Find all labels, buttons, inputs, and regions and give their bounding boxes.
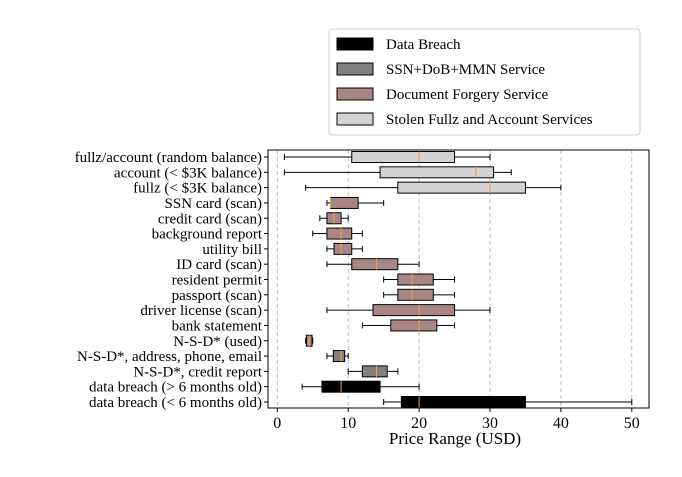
y-tick-labels: fullz/account (random balance)account (<… bbox=[75, 150, 268, 411]
box bbox=[321, 380, 381, 393]
box-row bbox=[326, 258, 420, 271]
box-row bbox=[305, 334, 314, 347]
box bbox=[351, 258, 399, 271]
y-tick-label: data breach (< 6 months old) bbox=[89, 395, 262, 411]
box bbox=[400, 396, 526, 408]
box-row bbox=[305, 181, 562, 194]
box bbox=[361, 365, 388, 378]
y-tick-label: N-S-D*, credit report bbox=[133, 364, 263, 380]
box bbox=[332, 350, 346, 363]
legend-frame bbox=[328, 28, 641, 136]
y-tick-label: ID card (scan) bbox=[176, 257, 262, 273]
y-tick-label: utility bill bbox=[202, 242, 262, 258]
box bbox=[390, 319, 438, 332]
box-row bbox=[326, 196, 385, 209]
legend-label: Data Breach bbox=[386, 37, 461, 53]
box-row bbox=[283, 166, 512, 179]
legend-swatch bbox=[336, 62, 374, 76]
y-tick-label: driver license (scan) bbox=[140, 303, 262, 319]
box-row bbox=[383, 396, 633, 408]
box-row bbox=[283, 151, 491, 163]
x-tick-label: 0 bbox=[273, 415, 281, 432]
legend-swatch bbox=[336, 37, 374, 51]
x-tick-label: 30 bbox=[482, 415, 498, 432]
box bbox=[397, 181, 526, 194]
y-tick-label: background report bbox=[152, 227, 263, 243]
y-tick-label: N-S-D*, address, phone, email bbox=[77, 349, 262, 365]
box-row bbox=[326, 350, 349, 363]
y-tick-label: credit card (scan) bbox=[158, 211, 262, 227]
box-row bbox=[319, 212, 349, 225]
x-axis-label: Price Range (USD) bbox=[389, 429, 521, 448]
box bbox=[351, 151, 456, 163]
y-tick-label: fullz/account (random balance) bbox=[75, 150, 262, 166]
legend: Data Breach SSN+DoB+MMN Service Document F… bbox=[328, 28, 641, 136]
box-row bbox=[383, 288, 456, 301]
boxes bbox=[283, 151, 633, 408]
box-row bbox=[347, 365, 399, 378]
y-tick-label: account (< $3K balance) bbox=[114, 165, 262, 181]
legend-label: Stolen Fullz and Account Services bbox=[386, 112, 593, 128]
box bbox=[379, 166, 495, 179]
x-tick-label: 40 bbox=[553, 415, 569, 432]
x-tick-labels: 0 10 20 30 40 50 bbox=[273, 408, 640, 432]
box-row bbox=[301, 380, 420, 393]
box-row bbox=[361, 319, 456, 332]
box-row bbox=[383, 273, 456, 286]
x-tick-label: 10 bbox=[340, 415, 356, 432]
box bbox=[397, 288, 434, 301]
y-tick-label: N-S-D* (used) bbox=[173, 334, 262, 350]
box bbox=[326, 227, 353, 240]
box bbox=[329, 196, 359, 209]
y-tick-label: data breach (> 6 months old) bbox=[89, 380, 262, 396]
x-tick-label: 20 bbox=[411, 415, 427, 432]
legend-swatch bbox=[336, 87, 374, 101]
y-tick-label: SSN card (scan) bbox=[165, 196, 262, 212]
y-tick-label: fullz (< $3K balance) bbox=[133, 181, 262, 197]
y-tick-label: passport (scan) bbox=[172, 288, 262, 304]
legend-label: SSN+DoB+MMN Service bbox=[386, 62, 545, 78]
y-tick-label: resident permit bbox=[172, 273, 263, 289]
legend-swatch bbox=[336, 112, 374, 126]
y-tick-label: bank statement bbox=[172, 318, 263, 334]
box bbox=[333, 242, 353, 255]
box-row bbox=[326, 304, 491, 317]
legend-label: Document Forgery Service bbox=[386, 87, 549, 103]
box-row bbox=[326, 242, 363, 255]
x-tick-label: 50 bbox=[624, 415, 640, 432]
box bbox=[372, 304, 456, 317]
box-row bbox=[312, 227, 363, 240]
box bbox=[397, 273, 434, 286]
